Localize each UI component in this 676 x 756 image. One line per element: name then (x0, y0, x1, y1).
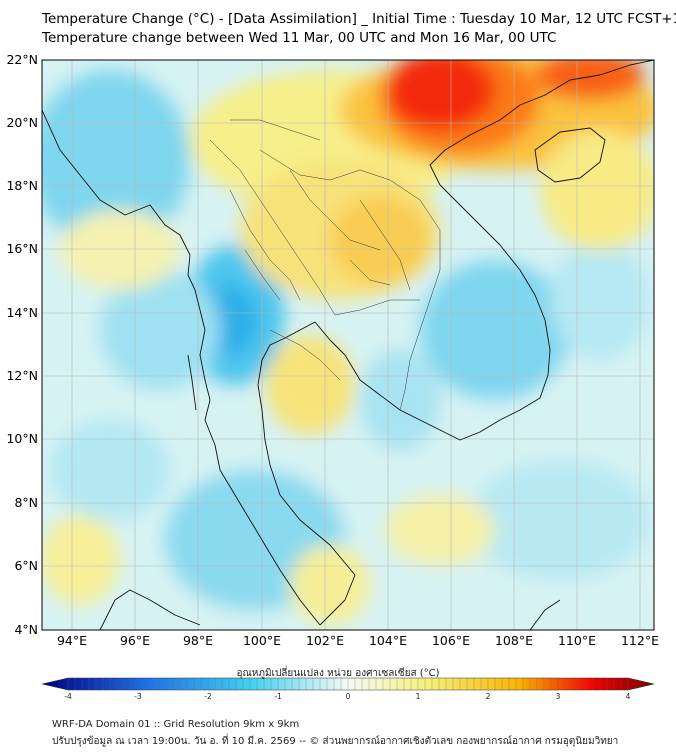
chart-title: Temperature Change (°C) - [Data Assimila… (42, 11, 676, 27)
lat-label-4n: 4°N (14, 622, 38, 637)
temperature-field (42, 60, 654, 630)
colorbar-tick: -3 (134, 692, 142, 701)
lat-label-12n: 12°N (6, 368, 38, 383)
lon-label-102e: 102°E (305, 633, 344, 648)
chart-subtitle: Temperature change between Wed 11 Mar, 0… (42, 30, 557, 46)
lon-label-106e: 106°E (431, 633, 470, 648)
lon-label-100e: 100°E (242, 633, 281, 648)
lat-label-20n: 20°N (6, 115, 38, 130)
colorbar-tick: 2 (485, 692, 491, 701)
lon-label-104e: 104°E (368, 633, 407, 648)
colorbar-tick: 3 (555, 692, 561, 701)
lat-label-10n: 10°N (6, 431, 38, 446)
lon-label-98e: 98°E (182, 633, 214, 648)
colorbar-tick: -2 (204, 692, 212, 701)
lat-label-8n: 8°N (14, 495, 38, 510)
coastlines (42, 60, 654, 630)
lat-label-22n: 22°N (6, 52, 38, 67)
lon-label-96e: 96°E (119, 633, 151, 648)
colorbar-tick: 0 (345, 692, 351, 701)
lon-label-108e: 108°E (494, 633, 533, 648)
lat-label-6n: 6°N (14, 558, 38, 573)
colorbar-tick: 1 (415, 692, 421, 701)
colorbar-tick: -1 (274, 692, 282, 701)
lat-label-16n: 16°N (6, 241, 38, 256)
borders (209, 119, 441, 411)
lat-label-14n: 14°N (6, 305, 38, 320)
colorbar-title: อุณหภูมิเปลี่ยนแปลง หน่วย องศาเซลเซียส (… (236, 668, 440, 679)
colorbar (41, 677, 655, 691)
colorbar-tick: -4 (64, 692, 72, 701)
lon-label-110e: 110°E (557, 633, 596, 648)
lat-label-18n: 18°N (6, 178, 38, 193)
lon-label-94e: 94°E (56, 633, 88, 648)
footer-model-info: WRF-DA Domain 01 :: Grid Resolution 9km … (52, 719, 300, 730)
graticule (42, 60, 654, 630)
map-frame (41, 59, 655, 631)
colorbar-tick: 4 (625, 692, 631, 701)
footer-credit: ปรับปรุงข้อมูล ณ เวลา 19:00น. วัน อ. ที่… (52, 736, 619, 747)
lon-label-112e: 112°E (620, 633, 659, 648)
